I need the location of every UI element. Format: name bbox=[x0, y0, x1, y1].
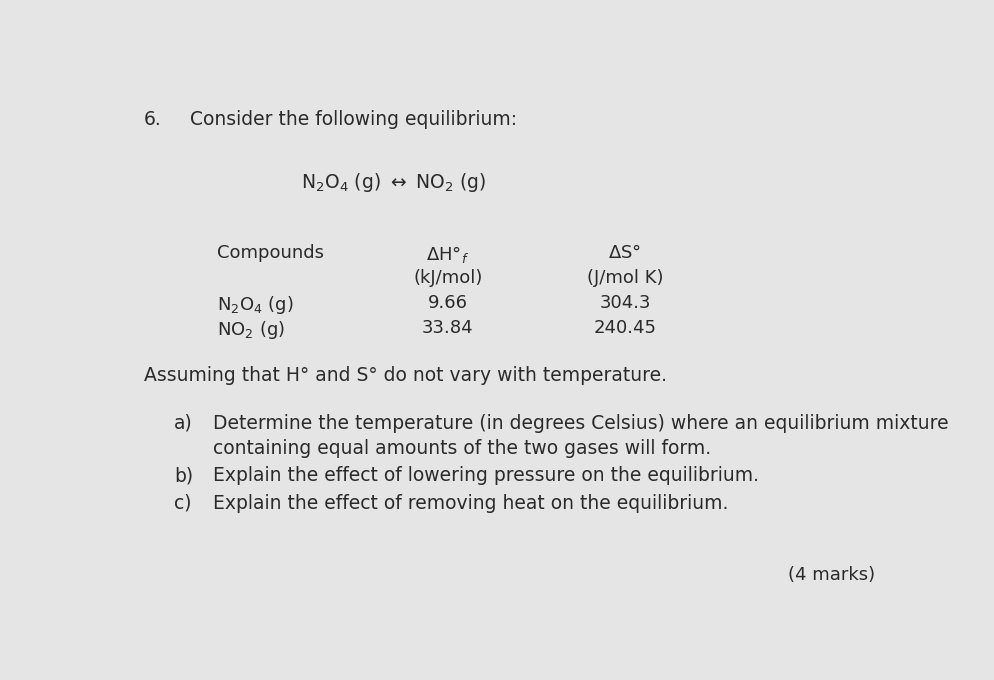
Text: 240.45: 240.45 bbox=[593, 320, 656, 337]
Text: Compounds: Compounds bbox=[217, 244, 324, 262]
Text: 9.66: 9.66 bbox=[427, 294, 468, 312]
Text: 304.3: 304.3 bbox=[599, 294, 651, 312]
Text: a): a) bbox=[174, 413, 193, 432]
Text: $\Delta$S°: $\Delta$S° bbox=[608, 244, 641, 262]
Text: b): b) bbox=[174, 466, 194, 486]
Text: c): c) bbox=[174, 494, 192, 513]
Text: N$_2$O$_4$ (g) $\leftrightarrow$ NO$_2$ (g): N$_2$O$_4$ (g) $\leftrightarrow$ NO$_2$ … bbox=[301, 171, 486, 194]
Text: $\Delta$H°$_f$: $\Delta$H°$_f$ bbox=[426, 244, 469, 265]
Text: 6.: 6. bbox=[143, 110, 161, 129]
Text: Assuming that H° and S° do not vary with temperature.: Assuming that H° and S° do not vary with… bbox=[143, 367, 667, 386]
Text: (kJ/mol): (kJ/mol) bbox=[414, 269, 482, 287]
Text: 33.84: 33.84 bbox=[422, 320, 473, 337]
Text: (4 marks): (4 marks) bbox=[788, 566, 876, 584]
Text: Explain the effect of lowering pressure on the equilibrium.: Explain the effect of lowering pressure … bbox=[213, 466, 758, 486]
Text: NO$_2$ (g): NO$_2$ (g) bbox=[217, 320, 284, 341]
Text: Explain the effect of removing heat on the equilibrium.: Explain the effect of removing heat on t… bbox=[213, 494, 729, 513]
Text: N$_2$O$_4$ (g): N$_2$O$_4$ (g) bbox=[217, 294, 293, 316]
Text: Determine the temperature (in degrees Celsius) where an equilibrium mixture: Determine the temperature (in degrees Ce… bbox=[213, 413, 948, 432]
Text: Consider the following equilibrium:: Consider the following equilibrium: bbox=[190, 110, 517, 129]
Text: (J/mol K): (J/mol K) bbox=[586, 269, 663, 287]
Text: containing equal amounts of the two gases will form.: containing equal amounts of the two gase… bbox=[213, 439, 711, 458]
